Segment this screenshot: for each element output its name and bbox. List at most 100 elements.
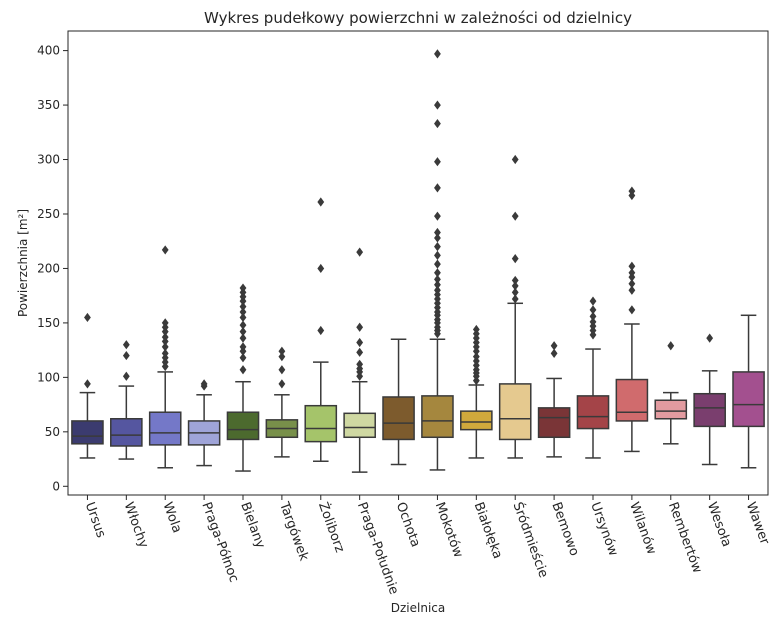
box-4-outlier-point: [239, 283, 247, 293]
box-12-outlier-point: [550, 348, 558, 359]
box-11-outlier-point: [511, 287, 519, 298]
box-4-iqr-box: [226, 411, 260, 441]
x-tick-label-14: Wilanów: [626, 500, 659, 557]
box-7-outlier-point: [356, 322, 364, 332]
box-13-outlier-point: [589, 305, 597, 315]
x-tick-label-12: Bemowo: [548, 500, 581, 558]
box-1-outlier-point: [122, 340, 130, 350]
x-tick-label-13: Ursynów: [587, 500, 620, 558]
box-9-outlier-point: [434, 259, 441, 269]
x-tick-label-9: Mokotów: [432, 500, 466, 560]
box-9-outlier-point: [434, 280, 441, 290]
box-13-outlier-point: [589, 296, 597, 306]
box-5-outlier-point: [278, 365, 286, 375]
box-1-outlier-point: [122, 350, 130, 361]
x-axis-label: Dzielnica: [391, 601, 445, 615]
box-15-iqr-box: [654, 399, 688, 420]
box-2-iqr-box: [148, 411, 182, 446]
box-10-outlier-point: [472, 352, 480, 362]
box-0-outlier-point: [84, 312, 91, 323]
box-6-outlier-point: [317, 325, 325, 336]
box-9-outlier-point: [434, 227, 441, 238]
box-11-outlier-point: [511, 254, 519, 264]
box-7-iqr-box: [343, 412, 376, 439]
box-6-outlier-point: [317, 197, 325, 207]
box-13-iqr-box: [576, 395, 610, 430]
box-14-outlier-point: [628, 186, 636, 196]
box-0-outlier-point: [84, 379, 91, 389]
box-4-outlier-point: [239, 365, 247, 375]
box-4-outlier-point: [239, 327, 247, 337]
box-13-outlier-point: [589, 317, 597, 327]
x-tick-label-17: Wawer: [743, 500, 772, 547]
box-14-outlier-point: [628, 285, 636, 295]
x-tick-label-6: Żoliborz: [315, 500, 348, 555]
x-tick-label-8: Ochota: [393, 500, 423, 549]
x-tick-label-11: Śródmieście: [509, 500, 551, 580]
x-tick-label-2: Wola: [159, 500, 184, 535]
y-tick-label: 200: [37, 261, 60, 275]
box-11-outlier-point: [511, 275, 519, 286]
box-2-outlier-point: [161, 245, 169, 255]
x-tick-label-0: Ursus: [82, 500, 109, 540]
box-12-iqr-box: [537, 407, 571, 439]
y-tick-label: 250: [37, 207, 60, 221]
box-7-outlier-point: [356, 337, 364, 348]
box-2-outlier-point: [161, 348, 169, 359]
box-14-iqr-box: [615, 378, 649, 422]
y-axis-label: Powierzchnia [m²]: [16, 209, 30, 317]
box-9-outlier-point: [434, 100, 441, 110]
box-5-outlier-point: [278, 346, 286, 356]
box-10-outlier-point: [472, 324, 480, 335]
x-tick-label-3: Praga-Północ: [198, 500, 241, 584]
box-6-outlier-point: [317, 263, 325, 274]
box-0-iqr-box: [71, 420, 104, 445]
box-9-outlier-point: [434, 157, 441, 167]
y-tick-label: 300: [37, 153, 60, 167]
box-4-outlier-point: [239, 342, 247, 352]
box-9-outlier-point: [434, 118, 441, 129]
box-17-iqr-box: [732, 371, 765, 428]
box-11-iqr-box: [498, 383, 532, 441]
box-4-outlier-point: [239, 312, 247, 323]
x-tick-label-5: Targówek: [276, 499, 312, 563]
box-9-iqr-box: [421, 395, 454, 439]
x-tick-label-1: Włochy: [121, 500, 151, 550]
box-16-iqr-box: [693, 392, 726, 428]
y-tick-label: 150: [37, 316, 60, 330]
x-tick-label-7: Praga-Południe: [354, 500, 401, 596]
box-7-outlier-point: [356, 347, 364, 357]
x-tick-label-15: Rembertów: [665, 500, 705, 575]
box-11-outlier-point: [511, 294, 519, 304]
box-10-iqr-box: [460, 410, 493, 431]
box-6-iqr-box: [304, 404, 338, 443]
y-tick-label: 0: [52, 479, 60, 493]
y-tick-label: 350: [37, 98, 60, 112]
box-4-outlier-point: [239, 301, 247, 312]
box-5-outlier-point: [278, 379, 286, 389]
y-tick-label: 400: [37, 44, 60, 58]
box-9-outlier-point: [434, 268, 441, 278]
plot-frame: [67, 30, 769, 496]
box-2-outlier-point: [161, 318, 169, 328]
box-14-outlier-point: [628, 268, 636, 278]
box-16-outlier-point: [706, 333, 714, 343]
box-9-outlier-point: [434, 183, 441, 193]
box-4-outlier-point: [239, 333, 247, 343]
box-14-outlier-point: [628, 261, 636, 271]
chart-title: Wykres pudełkowy powierzchni w zależnośc…: [204, 9, 632, 27]
box-11-outlier-point: [511, 281, 519, 291]
box-12-outlier-point: [550, 341, 558, 351]
box-2-outlier-point: [161, 332, 169, 342]
box-13-outlier-point: [589, 311, 597, 321]
box-1-iqr-box: [110, 418, 143, 447]
box-7-outlier-point: [356, 247, 364, 257]
y-tick-label: 50: [45, 425, 60, 439]
box-14-outlier-point: [628, 279, 636, 289]
box-15-outlier-point: [667, 341, 675, 351]
box-4-outlier-point: [239, 307, 247, 317]
box-9-outlier-point: [434, 233, 441, 243]
box-4-outlier-point: [239, 353, 247, 363]
box-9-outlier-point: [434, 49, 441, 59]
